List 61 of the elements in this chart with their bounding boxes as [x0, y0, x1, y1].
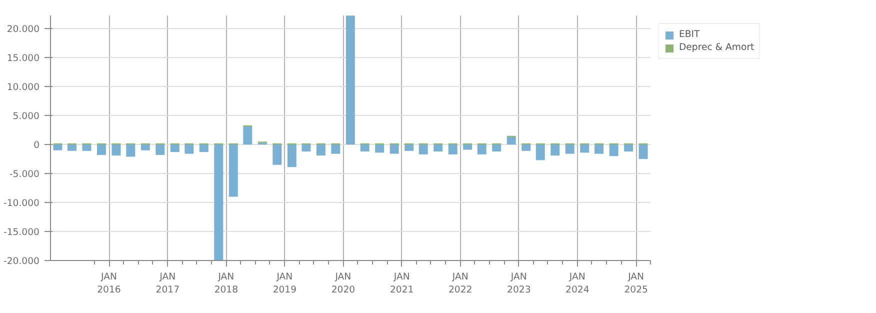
bar	[243, 126, 252, 145]
y-tick-label: 0	[34, 140, 40, 152]
bar	[624, 144, 634, 152]
y-tick-label: 5.000	[12, 111, 40, 122]
bar	[360, 144, 370, 152]
bar	[184, 144, 194, 154]
x-tick-label: JAN 2019	[272, 272, 297, 296]
bar	[390, 144, 399, 154]
bar	[418, 144, 428, 154]
x-tick-label: JAN 2024	[566, 272, 590, 296]
y-tick-label: -10.000	[3, 198, 40, 210]
bar	[375, 144, 384, 153]
bar	[522, 144, 531, 151]
x-tick-label: JAN 2023	[507, 272, 531, 296]
x-tick-label: JAN 2017	[156, 272, 180, 296]
x-tick-label: JAN 2018	[214, 272, 238, 296]
bar	[67, 144, 76, 151]
bar	[404, 144, 414, 151]
y-tick-label: -20.000	[3, 256, 40, 267]
bar	[477, 144, 486, 154]
x-tick-label: JAN 2016	[97, 272, 121, 296]
bar	[214, 144, 224, 260]
y-tick-label: 20.000	[6, 24, 40, 36]
bar	[156, 144, 165, 155]
bar	[448, 144, 458, 154]
x-tick-label: JAN 2020	[331, 272, 356, 296]
bar	[316, 144, 326, 156]
bar	[331, 144, 340, 154]
bar	[96, 144, 106, 155]
bar	[126, 144, 136, 157]
bar	[199, 144, 208, 152]
bar	[594, 144, 604, 154]
bar	[228, 144, 238, 197]
x-tick-label: JAN 2022	[448, 272, 472, 296]
bar	[170, 144, 180, 152]
y-tick-label: 10.000	[6, 82, 40, 94]
bar	[272, 144, 282, 165]
y-tick-label: -15.000	[3, 227, 40, 238]
bar	[53, 144, 62, 150]
x-tick-label: JAN 2025	[624, 272, 648, 296]
bar	[550, 144, 560, 156]
bar	[565, 144, 574, 154]
y-tick-label: 15.000	[6, 53, 40, 64]
bar	[492, 144, 502, 152]
bar	[112, 144, 121, 156]
bar	[434, 144, 443, 152]
bar	[302, 144, 311, 152]
legend-label: Deprec & Amort	[679, 42, 754, 53]
legend-label: EBIT	[679, 29, 700, 40]
bar	[140, 144, 150, 150]
bar	[638, 144, 648, 160]
bar	[609, 144, 618, 156]
bar	[506, 136, 516, 145]
x-tick-label: JAN 2021	[390, 272, 414, 296]
bar	[536, 144, 545, 160]
bar	[287, 144, 296, 168]
bar	[463, 144, 472, 150]
bar	[346, 16, 355, 145]
bar	[580, 144, 590, 153]
bar	[82, 144, 92, 151]
y-tick-label: -5.000	[9, 169, 40, 180]
